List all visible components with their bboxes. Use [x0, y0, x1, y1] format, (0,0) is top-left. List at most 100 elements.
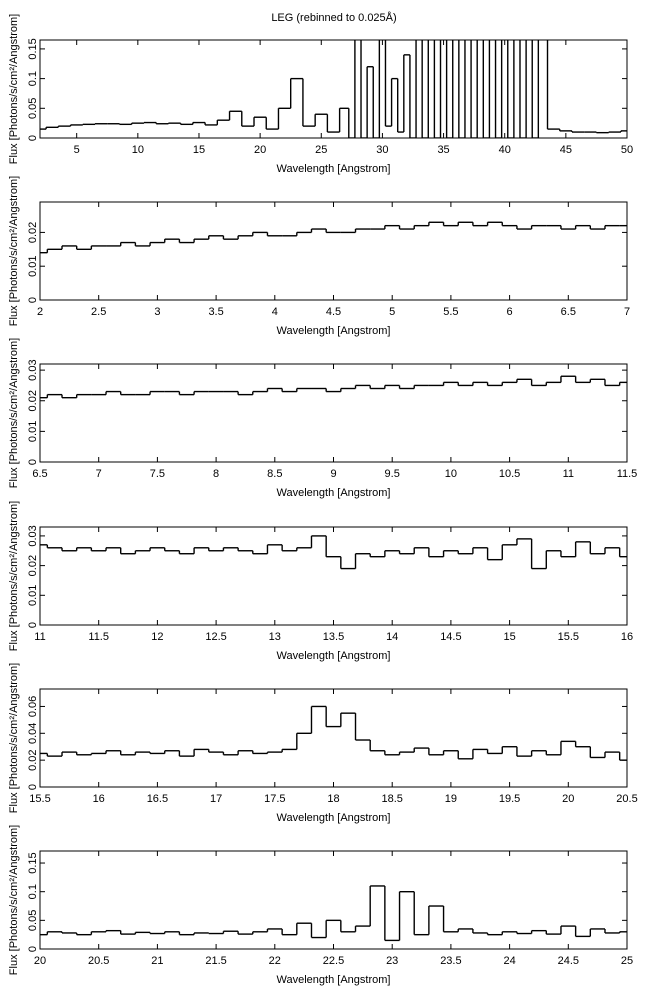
y-tick-label: 0.03 [27, 525, 39, 546]
step-riser [46, 222, 606, 253]
y-tick-label: 0.03 [27, 359, 39, 380]
x-tick-label: 8.5 [267, 468, 282, 480]
x-tick-label: 4 [272, 306, 278, 318]
x-tick-label: 7 [624, 306, 630, 318]
x-tick-label: 3.5 [208, 306, 223, 318]
x-tick-label: 11 [563, 468, 574, 480]
x-tick-label: 17 [210, 793, 222, 805]
y-tick-label: 0.02 [27, 555, 39, 576]
x-axis-label: Wavelength [Angstrom] [277, 974, 391, 986]
x-axis-label: Wavelength [Angstrom] [277, 650, 391, 662]
y-axis-label: Flux [Photons/s/cm²/Angstrom] [8, 176, 20, 326]
x-tick-label: 6 [507, 306, 513, 318]
x-tick-label: 15.5 [558, 631, 579, 643]
x-tick-label: 7.5 [150, 468, 165, 480]
y-tick-label: 0 [27, 135, 39, 141]
x-tick-label: 12.5 [205, 631, 226, 643]
x-tick-label: 22 [269, 955, 281, 967]
y-axis-label: Flux [Photons/s/cm²/Angstrom] [8, 501, 20, 651]
x-tick-label: 50 [621, 144, 633, 156]
x-tick-label: 15 [193, 144, 205, 156]
x-tick-label: 15.5 [29, 793, 50, 805]
x-tick-label: 45 [560, 144, 572, 156]
panel: 6.5 7 7.5 8 8.5 9 9.5 10 10.5 11 11.5 0 0.01 0.02 0.03… [8, 338, 637, 499]
y-tick-label: 0 [27, 459, 39, 465]
x-axis-label: Wavelength [Angstrom] [277, 487, 391, 499]
y-tick-label: 0 [27, 946, 39, 952]
x-tick-label: 19 [445, 793, 457, 805]
y-tick-label: 0.01 [27, 421, 39, 442]
x-tick-label: 18 [327, 793, 339, 805]
x-tick-label: 23.5 [440, 955, 461, 967]
x-tick-label: 5 [389, 306, 395, 318]
y-axis-label: Flux [Photons/s/cm²/Angstrom] [8, 338, 20, 488]
y-tick-label: 0.02 [27, 222, 39, 243]
spectrum [40, 885, 627, 942]
x-tick-label: 6.5 [32, 468, 47, 480]
x-tick-label: 11.5 [617, 468, 638, 480]
x-tick-label: 2.5 [91, 306, 106, 318]
y-tick-label: 0.01 [27, 255, 39, 276]
x-tick-label: 16 [621, 631, 633, 643]
x-tick-label: 20 [254, 144, 266, 156]
step-riser [46, 535, 621, 569]
y-tick-label: 0.04 [27, 723, 39, 744]
x-axis-label: Wavelength [Angstrom] [277, 325, 391, 337]
y-tick-label: 0.05 [27, 98, 39, 119]
x-tick-label: 12 [151, 631, 163, 643]
step-riser [46, 706, 621, 761]
y-tick-label: 0.01 [27, 585, 39, 606]
panel: 5 10 15 20 25 30 35 40 45 50 0 0.05 0.1 0.15 Wavelengt… [8, 14, 633, 175]
y-tick-label: 0 [27, 784, 39, 790]
y-tick-label: 0.15 [27, 852, 39, 873]
x-tick-label: 24.5 [558, 955, 579, 967]
x-tick-label: 10 [445, 468, 457, 480]
x-tick-label: 17.5 [264, 793, 285, 805]
x-tick-label: 21 [151, 955, 163, 967]
x-tick-label: 20 [562, 793, 574, 805]
x-tick-label: 9 [330, 468, 336, 480]
x-tick-label: 30 [376, 144, 388, 156]
plot-frame [39, 526, 628, 626]
step-riser [45, 40, 622, 138]
step-riser [46, 885, 621, 941]
x-tick-label: 21.5 [205, 955, 226, 967]
x-tick-label: 23 [386, 955, 398, 967]
x-tick-label: 20.5 [88, 955, 109, 967]
x-axis-label: Wavelength [Angstrom] [277, 812, 391, 824]
panel: 2 2.5 3 3.5 4 4.5 5 5.5 6 6.5 7 0 0.01 0.02 Wavelength… [8, 176, 630, 337]
x-tick-label: 20.5 [616, 793, 637, 805]
x-tick-label: 10 [132, 144, 144, 156]
x-axis-label: Wavelength [Angstrom] [277, 163, 391, 175]
spectrum [40, 535, 627, 570]
y-axis-label: Flux [Photons/s/cm²/Angstrom] [8, 825, 20, 975]
y-tick-label: 0.1 [27, 71, 39, 86]
x-tick-label: 7 [96, 468, 102, 480]
figure-title: LEG (rebinned to 0.025Å) [271, 11, 396, 24]
plot-frame [39, 363, 628, 463]
x-tick-label: 14 [386, 631, 398, 643]
x-tick-label: 5 [74, 144, 80, 156]
y-tick-label: 0.02 [27, 749, 39, 770]
y-tick-label: 0.06 [27, 696, 39, 717]
x-tick-label: 18.5 [381, 793, 402, 805]
x-tick-label: 4.5 [326, 306, 341, 318]
y-tick-label: 0.15 [27, 38, 39, 59]
x-tick-label: 35 [437, 144, 449, 156]
y-tick-label: 0.05 [27, 910, 39, 931]
x-tick-label: 6.5 [561, 306, 576, 318]
x-tick-label: 16 [93, 793, 105, 805]
spectrum [40, 221, 627, 254]
panel: 20 20.5 21 21.5 22 22.5 23 23.5 24 24.5 25 0 0.05 0.1… [8, 825, 633, 986]
x-tick-label: 5.5 [443, 306, 458, 318]
plot-frame [39, 688, 628, 788]
y-tick-label: 0.02 [27, 390, 39, 411]
x-tick-label: 14.5 [440, 631, 461, 643]
x-tick-label: 24 [503, 955, 515, 967]
x-tick-label: 22.5 [323, 955, 344, 967]
plot-frame [39, 39, 628, 139]
spectrum [40, 375, 627, 399]
x-tick-label: 9.5 [385, 468, 400, 480]
x-tick-label: 8 [213, 468, 219, 480]
y-tick-label: 0 [27, 297, 39, 303]
